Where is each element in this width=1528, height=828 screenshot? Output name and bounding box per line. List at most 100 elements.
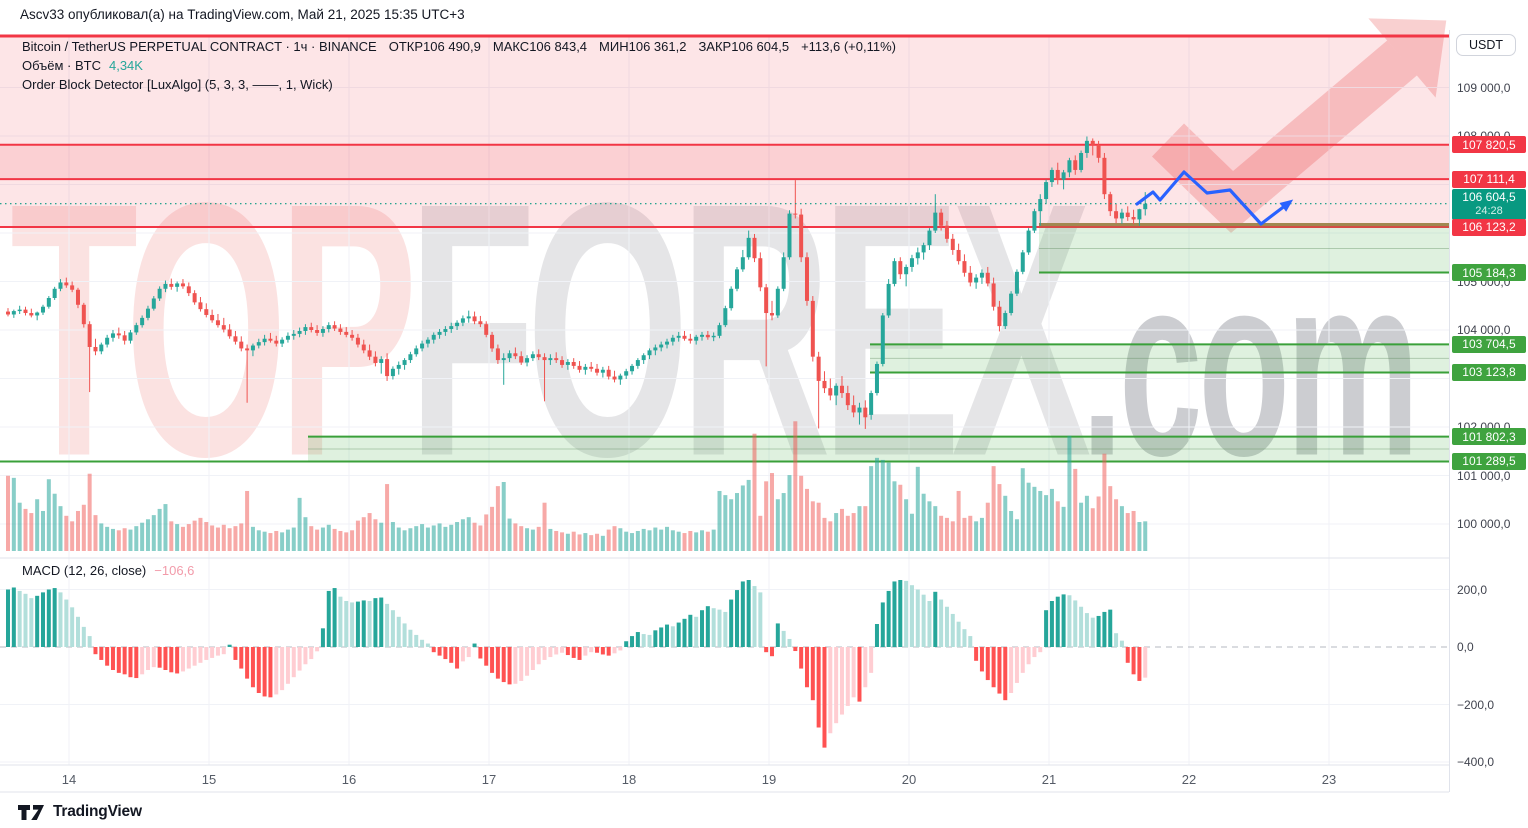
macd-bar (659, 627, 664, 647)
volume-bar (968, 515, 973, 551)
macd-bar (373, 598, 378, 647)
candlestick (332, 325, 337, 329)
macd-bar (186, 647, 191, 669)
candlestick (128, 332, 133, 341)
volume-bar (630, 533, 635, 551)
candlestick (927, 230, 932, 246)
volume-bar (443, 526, 448, 551)
macd-bar (344, 601, 349, 647)
volume-bar (1026, 482, 1031, 551)
macd-bar (700, 610, 705, 647)
candlestick (711, 335, 716, 338)
macd-legend[interactable]: MACD (12, 26, close) −106,6 (22, 563, 194, 578)
candlestick (997, 306, 1002, 327)
volume-bar (746, 479, 751, 551)
macd-bar (75, 616, 80, 647)
macd-title: MACD (12, 26, close) (22, 563, 147, 578)
symbol-title: Bitcoin / TetherUS PERPETUAL CONTRACT · … (22, 39, 377, 54)
volume-bar (612, 526, 617, 551)
candlestick (408, 354, 413, 361)
candlestick (612, 376, 617, 380)
legend-volume-row[interactable]: Объём · BTC 4,34K (22, 58, 896, 73)
chart-canvas[interactable] (0, 0, 1449, 828)
projection-arrow-drawing[interactable] (1135, 170, 1288, 226)
candlestick (472, 316, 477, 322)
candlestick (373, 356, 378, 363)
macd-bar (1131, 647, 1136, 675)
ohlc-close-label: ЗАКР (698, 39, 732, 54)
time-label: 22 (1181, 772, 1197, 787)
macd-value: −106,6 (154, 563, 195, 578)
ohlc-open-label: ОТКР (388, 39, 424, 54)
candlestick (425, 339, 430, 344)
time-label: 15 (201, 772, 217, 787)
candlestick (6, 311, 10, 315)
volume-bar (1003, 495, 1008, 551)
candlestick (163, 283, 168, 289)
tradingview-brand-text[interactable]: TradingView (53, 803, 142, 820)
macd-bar (793, 647, 798, 652)
candlestick (828, 388, 833, 396)
macd-bar (64, 599, 69, 647)
macd-bar (589, 647, 594, 653)
ohlc-low-label: МИН (599, 39, 629, 54)
volume-bar (752, 433, 757, 551)
candlestick (58, 282, 63, 289)
macd-bar (822, 647, 827, 748)
legend-symbol-row[interactable]: Bitcoin / TetherUS PERPETUAL CONTRACT · … (22, 39, 896, 54)
volume-bar (233, 526, 238, 551)
macd-bar (1049, 601, 1054, 647)
macd-bar (285, 647, 290, 684)
volume-bar (501, 482, 506, 551)
macd-bar (1137, 647, 1142, 681)
volume-bar (46, 479, 51, 551)
volume-bar (303, 517, 308, 551)
macd-bar (1079, 606, 1084, 647)
macd-bar (58, 592, 63, 647)
macd-bar (909, 585, 914, 647)
legend-indicator-row[interactable]: Order Block Detector [LuxAlgo] (5, 3, 3,… (22, 77, 896, 92)
candlestick (659, 344, 664, 348)
candlestick (1102, 157, 1107, 195)
macd-bar (665, 624, 670, 647)
time-axis[interactable]: 14 15 16 17 18 19 20 21 22 23 (0, 766, 1449, 792)
candlestick (880, 315, 885, 364)
volume-bar (956, 490, 961, 551)
volume-bar (1084, 495, 1089, 551)
footer: TradingView (18, 803, 142, 821)
volume-bar (484, 514, 489, 551)
currency-toggle-button[interactable]: USDT (1456, 34, 1517, 56)
candlestick (379, 359, 384, 363)
macd-bar (1143, 647, 1148, 678)
candlestick (618, 375, 623, 380)
candlestick (46, 297, 51, 307)
volume-bar (245, 490, 250, 551)
candlestick (641, 355, 646, 361)
macd-bar (256, 647, 261, 693)
volume-bar (1096, 496, 1101, 551)
macd-bar (799, 647, 804, 669)
macd-bar (23, 593, 28, 647)
macd-bar (40, 592, 45, 647)
candlestick (227, 329, 232, 337)
level-price-label: 107 111,4 (1452, 170, 1526, 188)
volume-bar (11, 477, 16, 551)
candlestick (560, 360, 565, 365)
volume-bar (618, 528, 623, 551)
volume-bar (1044, 495, 1049, 551)
volume-bar (589, 535, 594, 551)
macd-bar (297, 647, 302, 671)
volume-bar (880, 459, 885, 551)
macd-bar (1003, 647, 1008, 701)
level-price-label: 106 123,2 (1452, 218, 1526, 236)
candlestick (834, 385, 839, 396)
macd-bar (717, 609, 722, 647)
tradingview-logo-icon[interactable] (18, 804, 46, 821)
change-value: +113,6 (+0,11%) (801, 39, 896, 54)
volume-bar (455, 522, 460, 551)
volume-bar (350, 530, 355, 551)
candlestick (1143, 203, 1148, 210)
candlestick (297, 330, 302, 334)
candlestick (70, 285, 75, 290)
